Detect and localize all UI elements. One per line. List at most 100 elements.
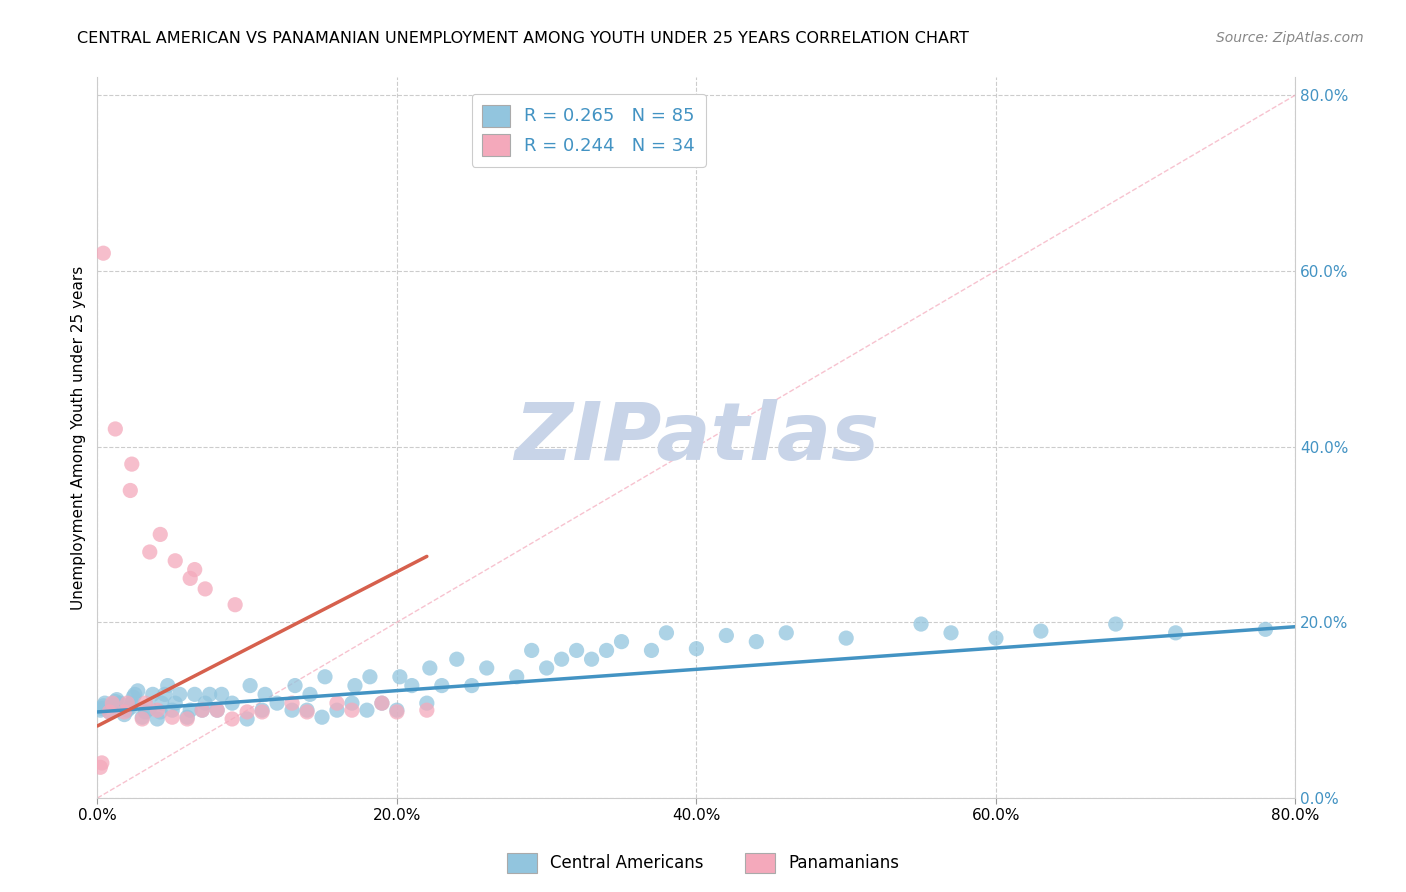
Point <box>104 422 127 436</box>
Point <box>416 696 439 710</box>
Point <box>326 703 349 717</box>
Point <box>250 705 273 719</box>
Point <box>120 700 142 714</box>
Point <box>505 670 527 684</box>
Legend: R = 0.265   N = 85, R = 0.244   N = 34: R = 0.265 N = 85, R = 0.244 N = 34 <box>471 94 706 167</box>
Point <box>298 687 321 701</box>
Point <box>90 701 112 715</box>
Point <box>205 703 228 717</box>
Point <box>640 643 662 657</box>
Point <box>160 703 183 717</box>
Point <box>340 703 363 717</box>
Point <box>153 687 176 701</box>
Point <box>176 712 198 726</box>
Point <box>254 687 277 701</box>
Point <box>236 712 259 726</box>
Point <box>910 617 932 632</box>
Point <box>112 705 135 719</box>
Legend: Central Americans, Panamanians: Central Americans, Panamanians <box>501 847 905 880</box>
Point <box>205 703 228 717</box>
Point <box>131 710 153 724</box>
Point <box>939 625 962 640</box>
Point <box>121 696 143 710</box>
Point <box>1254 623 1277 637</box>
Point <box>142 687 165 701</box>
Point <box>105 692 128 706</box>
Point <box>134 705 156 719</box>
Text: CENTRAL AMERICAN VS PANAMANIAN UNEMPLOYMENT AMONG YOUTH UNDER 25 YEARS CORRELATI: CENTRAL AMERICAN VS PANAMANIAN UNEMPLOYM… <box>77 31 969 46</box>
Point <box>150 696 173 710</box>
Point <box>93 698 115 713</box>
Point <box>1105 617 1128 632</box>
Point <box>191 703 214 717</box>
Point <box>211 687 233 701</box>
Point <box>146 712 169 726</box>
Point <box>93 246 115 260</box>
Point <box>101 696 124 710</box>
Point <box>221 712 243 726</box>
Point <box>146 703 169 717</box>
Point <box>121 457 143 471</box>
Point <box>371 696 394 710</box>
Point <box>112 707 135 722</box>
Point <box>284 679 307 693</box>
Point <box>156 679 179 693</box>
Point <box>120 483 142 498</box>
Point <box>98 705 121 719</box>
Point <box>565 643 588 657</box>
Point <box>169 687 191 701</box>
Point <box>179 571 201 585</box>
Point <box>90 756 112 770</box>
Point <box>239 679 262 693</box>
Point <box>745 634 768 648</box>
Point <box>340 696 363 710</box>
Point <box>117 703 139 717</box>
Point <box>131 712 153 726</box>
Point <box>984 631 1007 645</box>
Point <box>685 641 707 656</box>
Point <box>314 670 336 684</box>
Point <box>224 598 246 612</box>
Point <box>416 703 439 717</box>
Point <box>356 703 378 717</box>
Point <box>89 703 111 717</box>
Point <box>183 687 205 701</box>
Point <box>127 683 149 698</box>
Point <box>221 696 243 710</box>
Point <box>139 701 162 715</box>
Point <box>165 696 187 710</box>
Point <box>194 696 217 710</box>
Point <box>179 703 201 717</box>
Point <box>124 687 146 701</box>
Point <box>108 696 131 710</box>
Point <box>385 705 408 719</box>
Point <box>581 652 603 666</box>
Point <box>139 545 162 559</box>
Point <box>94 696 117 710</box>
Point <box>326 696 349 710</box>
Point <box>835 631 858 645</box>
Point <box>388 670 411 684</box>
Point <box>1029 624 1052 638</box>
Point <box>98 705 121 719</box>
Point <box>134 696 156 710</box>
Point <box>89 760 111 774</box>
Point <box>311 710 333 724</box>
Point <box>117 696 139 710</box>
Point <box>419 661 441 675</box>
Point <box>359 670 381 684</box>
Point <box>385 703 408 717</box>
Point <box>536 661 558 675</box>
Point <box>595 643 617 657</box>
Point <box>371 696 394 710</box>
Point <box>194 582 217 596</box>
Point <box>149 705 172 719</box>
Point <box>343 679 366 693</box>
Point <box>295 705 318 719</box>
Point <box>446 652 468 666</box>
Text: Source: ZipAtlas.com: Source: ZipAtlas.com <box>1216 31 1364 45</box>
Point <box>281 703 304 717</box>
Point <box>295 703 318 717</box>
Point <box>160 710 183 724</box>
Point <box>430 679 453 693</box>
